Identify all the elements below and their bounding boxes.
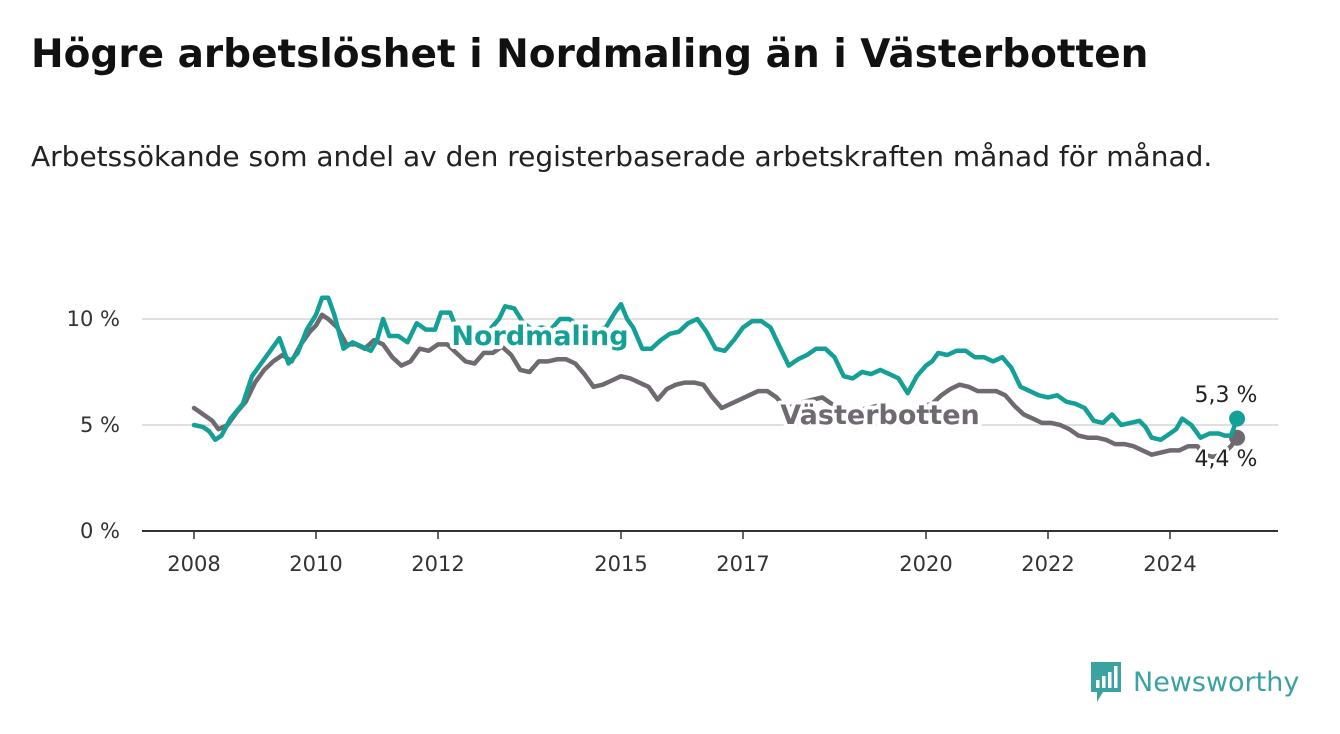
series-label-halo: Nordmaling [451,321,628,352]
series-labels: NordmalingNordmalingVästerbottenVästerbo… [447,317,1260,475]
x-tick-label: 2022 [1021,552,1074,576]
x-tick-label: 2020 [899,552,952,576]
x-tick-label: 2024 [1143,552,1196,576]
end-value-halo: 5,3 % [1195,383,1258,408]
series-label-nordmaling: Nordmaling [451,321,628,352]
series-lines [191,295,1246,460]
x-tick-label: 2010 [289,552,342,576]
end-point-nordmaling [1229,410,1246,427]
end-value-label-vasterbotten: 4,4 % [1195,447,1258,472]
x-axis-ticks: 2008 2010 2012 2015 2017 2020 2022 2024 [167,531,1197,576]
bar-chart-icon [1091,662,1121,702]
x-tick-label: 2017 [716,552,769,576]
chart-title: Högre arbetslöshet i Nordmaling än i Väs… [31,32,1149,77]
brand-name: Newsworthy [1133,666,1300,698]
y-axis-ticks: 0 % 5 % 10 % [67,307,120,543]
series-label-vasterbotten: Västerbotten [780,400,979,431]
y-tick-label: 10 % [67,307,120,331]
end-value-label-nordmaling: 5,3 % [1195,383,1258,408]
series-line-vasterbotten [191,312,1240,460]
x-tick-label: 2015 [594,552,647,576]
chart-subtitle: Arbetssökande som andel av den registerb… [31,140,1213,173]
end-value-halo: 4,4 % [1195,447,1258,472]
gridlines [142,318,1278,532]
series-label-halo: Västerbotten [780,400,979,431]
newsworthy-logo: Newsworthy [1089,660,1299,704]
x-tick-label: 2012 [411,552,464,576]
y-tick-label: 0 % [80,519,120,543]
x-tick-label: 2008 [167,552,220,576]
y-tick-label: 5 % [80,413,120,437]
series-line-nordmaling [191,295,1240,443]
